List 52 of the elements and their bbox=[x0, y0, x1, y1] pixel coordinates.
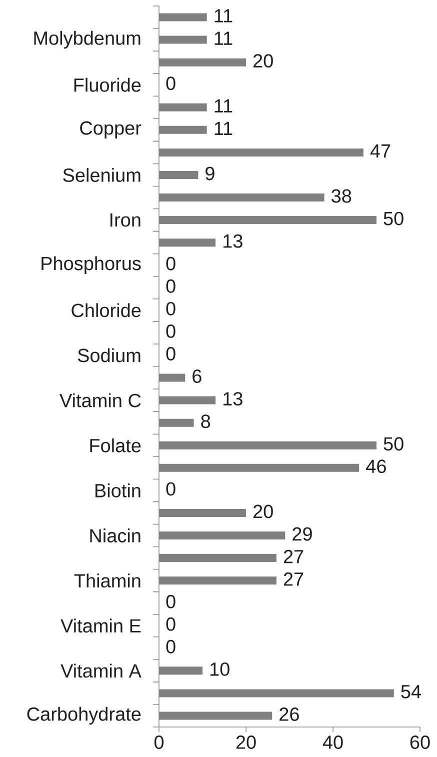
y-tick-label: Molybdenum bbox=[34, 30, 140, 49]
data-label: 8 bbox=[201, 414, 210, 428]
y-tick-label: Vitamin A bbox=[60, 664, 142, 678]
data-label: 50 bbox=[384, 212, 404, 226]
data-label: 0 bbox=[166, 279, 176, 293]
x-tick-label: 20 bbox=[236, 736, 256, 749]
x-tick-label: 40 bbox=[322, 736, 343, 749]
data-label: 9 bbox=[206, 166, 214, 180]
x-tick-label: 60 bbox=[410, 736, 430, 749]
data-label: 0 bbox=[166, 302, 176, 316]
y-tick-label: Chloride bbox=[72, 303, 141, 318]
y-tick-label: Biotin bbox=[96, 483, 140, 498]
data-label: 26 bbox=[280, 708, 299, 721]
y-tick-label: Folate bbox=[90, 438, 141, 452]
data-label: 10 bbox=[210, 662, 230, 676]
data-label: 47 bbox=[370, 144, 390, 158]
data-label: 6 bbox=[192, 370, 202, 383]
data-label: 38 bbox=[332, 189, 352, 203]
y-tick-label: Phosphorus bbox=[42, 256, 141, 274]
y-tick-label: Selenium bbox=[63, 168, 140, 182]
data-label: 0 bbox=[166, 640, 176, 654]
data-label: 13 bbox=[224, 392, 242, 406]
data-label: 27 bbox=[284, 572, 304, 586]
data-label: 0 bbox=[166, 347, 176, 360]
data-label: 13 bbox=[224, 234, 242, 248]
data-label: 29 bbox=[292, 527, 312, 541]
y-tick-label: Sodium bbox=[78, 348, 140, 362]
data-label: 27 bbox=[284, 550, 304, 564]
y-tick-label: Thiamin bbox=[74, 574, 140, 588]
y-tick-label: Copper bbox=[80, 121, 142, 139]
data-label: 54 bbox=[401, 685, 421, 698]
data-label: 11 bbox=[214, 9, 232, 22]
data-label: 0 bbox=[166, 594, 176, 608]
data-label: 0 bbox=[166, 482, 176, 496]
data-label: 50 bbox=[384, 437, 404, 451]
data-label: 0 bbox=[166, 617, 176, 631]
y-tick-label: Iron bbox=[110, 213, 140, 227]
data-label: 20 bbox=[253, 54, 273, 68]
data-label: 0 bbox=[166, 76, 176, 90]
y-tick-label: Fluoride bbox=[74, 78, 141, 92]
data-label: 11 bbox=[214, 99, 232, 112]
data-label: 11 bbox=[214, 122, 232, 135]
y-tick-label: Vitamin C bbox=[60, 393, 141, 408]
data-label: 0 bbox=[166, 256, 176, 270]
y-tick-label: Carbohydrate bbox=[27, 706, 141, 725]
data-label: 20 bbox=[253, 504, 273, 518]
data-label: 11 bbox=[214, 32, 232, 45]
x-tick-label: 0 bbox=[154, 736, 164, 749]
data-label: 46 bbox=[366, 460, 386, 474]
data-label: 0 bbox=[166, 324, 176, 338]
y-tick-label: Niacin bbox=[90, 528, 140, 542]
y-tick-label: Vitamin E bbox=[60, 618, 141, 633]
